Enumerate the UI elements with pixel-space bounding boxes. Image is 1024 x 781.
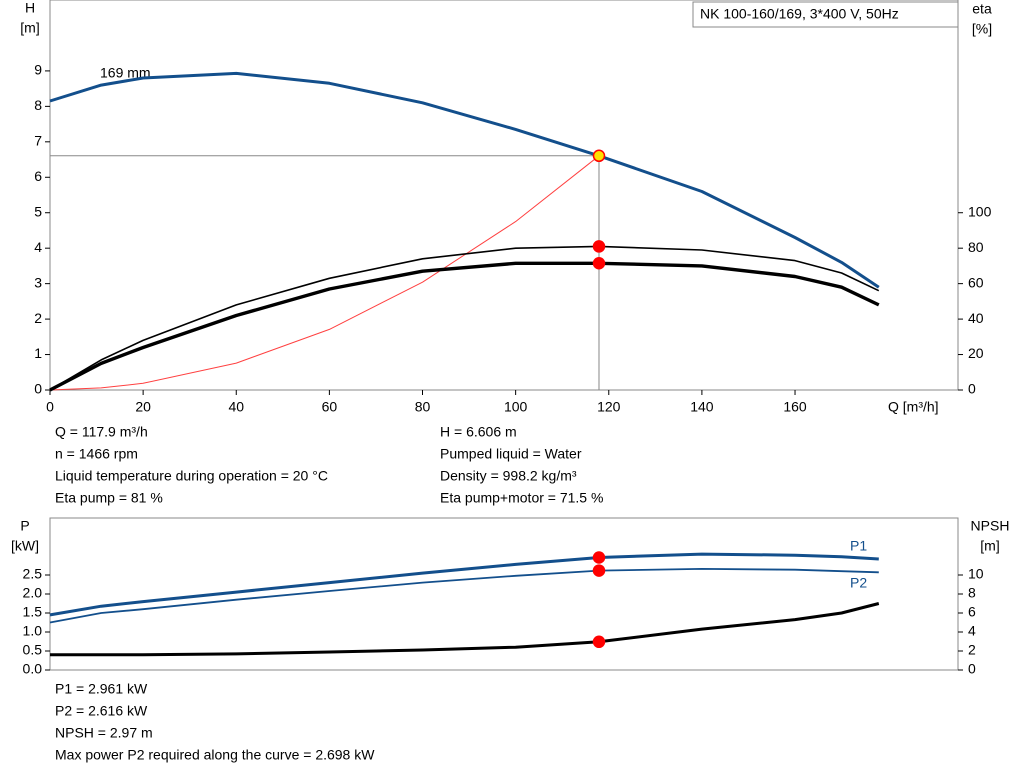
y-tick-label: 8: [34, 97, 42, 113]
x-tick-label: 160: [783, 399, 807, 415]
curve-label: 169 mm: [100, 65, 151, 81]
info-text: Pumped liquid = Water: [440, 446, 582, 462]
y-tick-label: 1.5: [23, 604, 43, 620]
operating-point: [592, 564, 606, 577]
info-text: Density = 998.2 kg/m³: [440, 468, 577, 484]
y-axis-unit: [kW]: [11, 538, 39, 554]
x-tick-label: 80: [415, 399, 431, 415]
y-tick-label: 3: [34, 274, 42, 290]
operating-point: [592, 257, 606, 270]
legend-label: P1: [850, 538, 867, 554]
info-text: Liquid temperature during operation = 20…: [55, 468, 328, 484]
plot-frame: [49, 0, 959, 391]
info-text: Eta pump+motor = 71.5 %: [440, 490, 603, 506]
curve: [49, 568, 879, 624]
y-tick-label: 7: [34, 133, 42, 149]
y-tick-label: 1.0: [23, 623, 43, 639]
y-tick-label: 4: [34, 239, 42, 255]
curve: [49, 552, 879, 617]
x-tick-label: 0: [46, 399, 54, 415]
y2-tick-label: 2: [968, 642, 976, 658]
x-tick-label: 60: [322, 399, 338, 415]
y-tick-label: 5: [34, 203, 42, 219]
curve: [49, 245, 880, 391]
y-tick-label: 0.0: [23, 661, 43, 677]
y2-tick-label: 8: [968, 585, 976, 601]
y-tick-label: 2: [34, 310, 42, 326]
curve: [50, 602, 880, 657]
y2-tick-label: 0: [968, 661, 976, 677]
y2-axis-unit: [%]: [972, 21, 992, 37]
y2-tick-label: 40: [968, 310, 984, 326]
y2-tick-label: 10: [968, 566, 984, 582]
operating-point: [592, 149, 606, 163]
info-text: NPSH = 2.97 m: [55, 725, 153, 741]
y-tick-label: 0.5: [23, 642, 43, 658]
info-text: Eta pump = 81 %: [55, 490, 163, 506]
y-tick-label: 9: [34, 62, 42, 78]
y-tick-label: 0: [34, 381, 42, 397]
y2-tick-label: 80: [968, 239, 984, 255]
info-text: Max power P2 required along the curve = …: [55, 747, 375, 763]
curve: [49, 155, 600, 391]
x-tick-label: 40: [228, 399, 244, 415]
chart-title: NK 100-160/169, 3*400 V, 50Hz: [700, 6, 899, 22]
y-tick-label: 6: [34, 168, 42, 184]
info-text: H = 6.606 m: [440, 424, 517, 440]
curve: [49, 261, 880, 392]
y-tick-label: 2.5: [23, 566, 43, 582]
curve: [49, 71, 880, 289]
y2-tick-label: 0: [968, 381, 976, 397]
operating-point: [592, 240, 606, 253]
title-box: [692, 1, 959, 28]
info-text: P2 = 2.616 kW: [55, 703, 148, 719]
y2-tick-label: 6: [968, 604, 976, 620]
y-axis-unit: [m]: [20, 20, 39, 36]
y2-tick-label: 20: [968, 345, 984, 361]
y-tick-label: 1: [34, 345, 42, 361]
x-tick-label: 140: [690, 399, 714, 415]
legend-label: P2: [850, 575, 867, 591]
info-text: P1 = 2.961 kW: [55, 681, 148, 697]
y-axis-label: H: [25, 0, 35, 16]
operating-point: [592, 551, 606, 564]
x-tick-label: 20: [135, 399, 151, 415]
y2-tick-label: 4: [968, 623, 976, 639]
operating-point: [592, 635, 606, 649]
info-text: Q = 117.9 m³/h: [55, 424, 148, 440]
x-axis-label: Q [m³/h]: [888, 399, 939, 415]
y2-axis-label: eta: [972, 1, 992, 17]
y2-axis-unit: [m]: [980, 538, 999, 554]
x-tick-label: 120: [597, 399, 621, 415]
y2-axis-label: NPSH: [971, 518, 1010, 534]
y-tick-label: 2.0: [23, 585, 43, 601]
y2-tick-label: 60: [968, 274, 984, 290]
y2-tick-label: 100: [968, 203, 992, 219]
info-text: n = 1466 rpm: [55, 446, 138, 462]
y-axis-label: P: [20, 518, 29, 534]
x-tick-label: 100: [504, 399, 528, 415]
